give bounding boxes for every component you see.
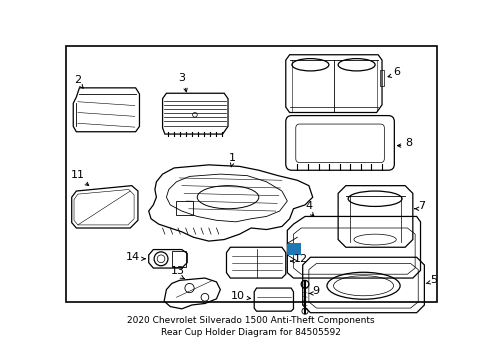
Text: 5: 5 [430,275,437,285]
Text: 3: 3 [178,73,185,83]
Polygon shape [287,243,301,255]
Text: 12: 12 [294,254,308,264]
Text: 2: 2 [74,75,81,85]
Text: 10: 10 [231,291,245,301]
Text: 4: 4 [305,201,313,211]
Text: 8: 8 [405,138,412,148]
Text: 6: 6 [393,67,401,77]
Text: 11: 11 [71,170,85,180]
Text: 1: 1 [228,153,235,163]
Text: 7: 7 [418,202,425,211]
Text: 9: 9 [313,286,320,296]
Text: 13: 13 [171,266,185,276]
Text: 2020 Chevrolet Silverado 1500 Anti-Theft Components
Rear Cup Holder Diagram for : 2020 Chevrolet Silverado 1500 Anti-Theft… [127,316,375,337]
Text: 14: 14 [125,252,140,262]
